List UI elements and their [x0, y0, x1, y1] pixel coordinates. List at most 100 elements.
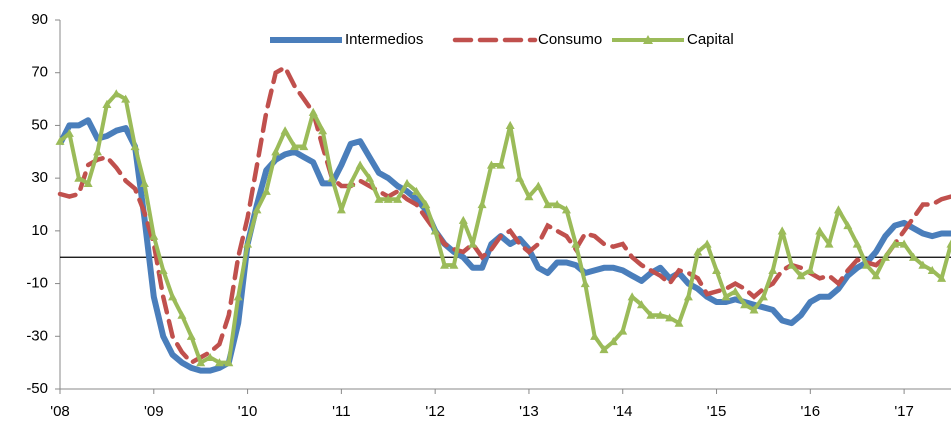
marker: [636, 300, 646, 309]
x-tick-label: '14: [613, 403, 633, 420]
y-tick-label: 10: [31, 222, 48, 239]
marker: [458, 215, 468, 224]
marker: [102, 99, 112, 108]
marker: [318, 126, 328, 135]
marker: [214, 358, 224, 367]
marker: [571, 239, 581, 248]
marker: [815, 226, 825, 235]
marker: [308, 107, 318, 116]
marker: [205, 352, 215, 361]
marker: [833, 205, 843, 214]
marker: [299, 142, 309, 151]
marker: [168, 292, 178, 301]
y-tick-label: 90: [31, 11, 48, 28]
series-line: [58, 91, 951, 365]
marker: [271, 147, 281, 156]
x-tick-label: '08: [50, 403, 70, 420]
series-line: [57, 64, 951, 366]
marker: [158, 265, 168, 274]
marker: [580, 279, 590, 288]
marker: [618, 326, 628, 335]
marker: [186, 331, 196, 340]
x-tick-label: '13: [519, 403, 539, 420]
marker: [440, 260, 450, 269]
x-tick-label: '09: [144, 403, 164, 420]
y-tick-label: -10: [26, 275, 48, 292]
marker: [477, 200, 487, 209]
marker: [608, 337, 618, 346]
marker: [533, 181, 543, 190]
legend-label: Capital: [687, 31, 734, 48]
y-tick-label: 70: [31, 64, 48, 81]
marker: [505, 120, 515, 130]
marker: [683, 292, 693, 301]
marker: [280, 126, 290, 135]
marker: [787, 260, 797, 269]
marker: [946, 239, 951, 248]
marker: [730, 286, 740, 296]
y-tick-label: 50: [31, 116, 48, 133]
marker: [702, 239, 712, 248]
marker: [93, 147, 103, 156]
x-tick-label: '15: [707, 403, 727, 420]
marker: [862, 260, 872, 269]
marker: [252, 205, 262, 214]
marker: [515, 173, 525, 182]
marker: [824, 239, 834, 248]
marker: [805, 265, 815, 274]
marker: [899, 239, 909, 248]
marker: [665, 313, 675, 322]
x-tick-label: '10: [238, 403, 258, 420]
x-tick-label: '16: [801, 403, 821, 420]
marker: [365, 173, 375, 182]
marker: [83, 178, 93, 188]
marker: [224, 358, 234, 367]
marker: [421, 200, 431, 209]
marker: [777, 226, 787, 235]
marker: [486, 160, 496, 169]
marker: [646, 310, 656, 319]
marker: [411, 186, 421, 195]
y-tick-label: -30: [26, 327, 48, 344]
marker: [149, 231, 159, 240]
marker: [327, 173, 337, 182]
marker: [908, 252, 918, 261]
marker: [393, 194, 403, 203]
marker: [721, 292, 731, 301]
marker: [693, 247, 703, 256]
marker: [449, 260, 459, 269]
marker: [468, 239, 478, 248]
marker: [430, 226, 440, 235]
marker: [374, 194, 384, 203]
marker: [355, 160, 365, 169]
marker: [768, 265, 778, 274]
x-tick-label: '12: [425, 403, 445, 420]
marker: [121, 94, 131, 103]
marker: [590, 331, 600, 340]
marker: [843, 221, 853, 230]
marker: [561, 205, 571, 214]
marker: [346, 178, 356, 188]
marker: [758, 292, 768, 301]
marker: [289, 142, 299, 151]
marker: [383, 194, 393, 203]
marker: [655, 310, 665, 319]
legend-marker: [643, 35, 653, 44]
series-line: [57, 117, 951, 374]
y-tick-label: -50: [26, 380, 48, 397]
marker: [139, 178, 149, 188]
marker: [871, 271, 881, 280]
marker: [130, 142, 140, 151]
marker: [496, 160, 506, 169]
marker: [111, 89, 121, 98]
x-tick-label: '17: [894, 403, 914, 420]
marker: [524, 192, 534, 201]
marker: [55, 136, 65, 145]
marker: [749, 305, 759, 314]
marker: [64, 128, 74, 137]
marker: [402, 178, 412, 188]
marker: [890, 239, 900, 248]
marker: [880, 252, 890, 261]
marker: [599, 344, 609, 354]
